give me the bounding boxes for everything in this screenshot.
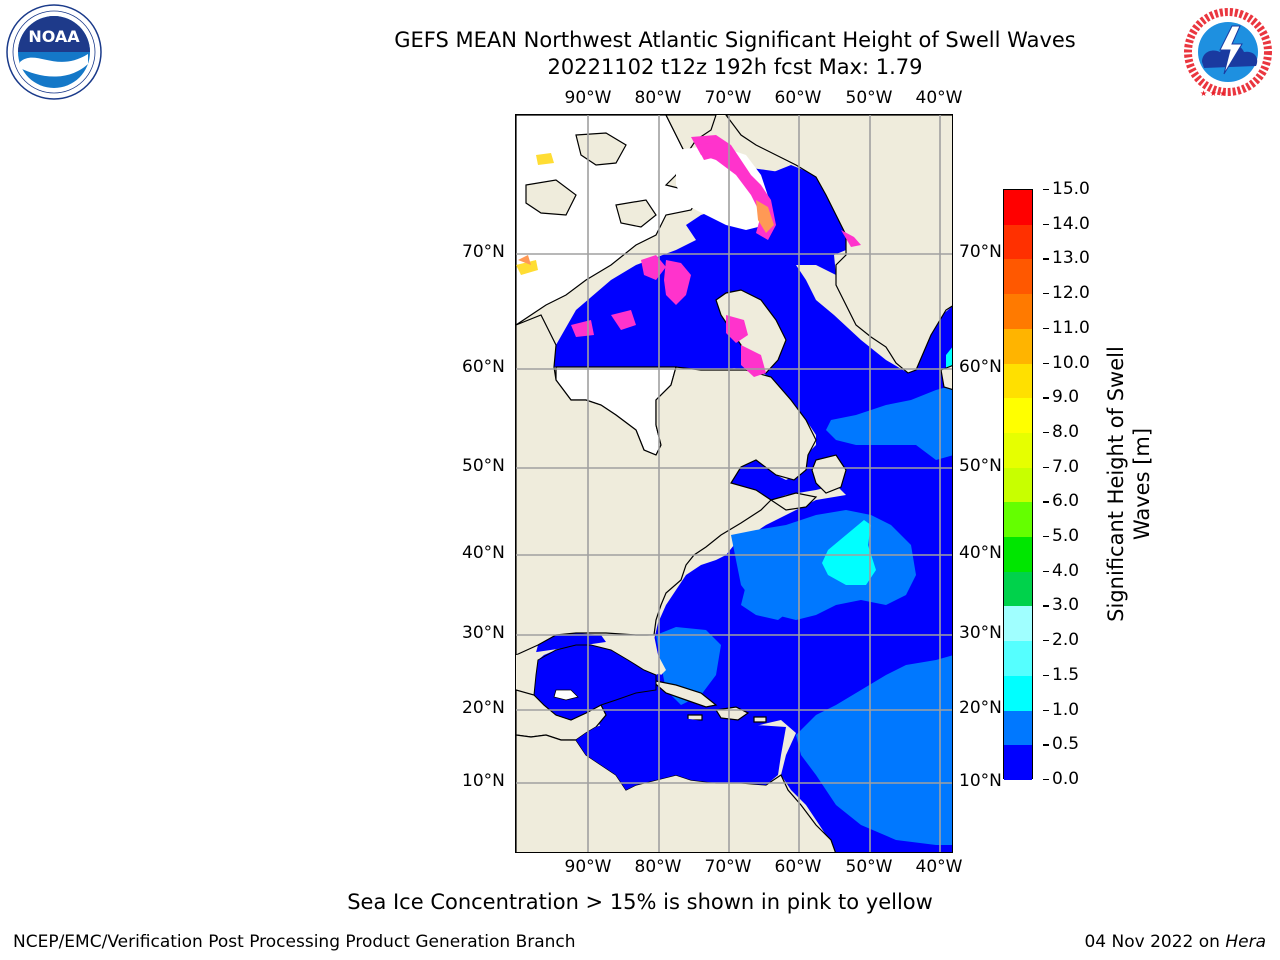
colorbar-segment [1004,363,1032,399]
colorbar-tick-mark [1043,536,1049,538]
colorbar-segment [1004,502,1032,538]
colorbar-tick-label: 14.0 [1052,213,1090,234]
colorbar-tick-label: 10.0 [1052,352,1090,373]
colorbar-segment [1004,190,1032,226]
gulf-of-mexico [533,644,657,721]
colorbar-segment [1004,641,1032,677]
colorbar-tick-label: 5.0 [1052,526,1080,547]
lon-label-top-90w: 90°W [564,88,612,108]
map-panel [515,114,953,853]
colorbar-label: Significant Height of Swell Waves [m] [1104,346,1154,622]
colorbar-tick-mark [1043,397,1049,399]
lon-label-bottom-60w: 60°W [774,857,822,877]
lat-label-left-20n: 20°N [462,698,505,718]
colorbar-tick-mark [1043,327,1049,330]
land-masses [516,115,952,852]
colorbar-tick-label: 0.5 [1052,734,1080,755]
colorbar-tick-mark [1043,431,1049,434]
lat-label-left-40n: 40°N [462,543,505,563]
colorbar-segment [1004,259,1032,295]
lat-label-left-50n: 50°N [462,456,505,476]
lon-label-bottom-40w: 40°W [915,857,963,877]
colorbar-tick-label: 2.0 [1052,630,1080,651]
lon-label-bottom-70w: 70°W [704,857,752,877]
lat-label-right-40n: 40°N [959,543,1002,563]
lat-label-left-70n: 70°N [462,242,505,262]
colorbar-tick-mark [1043,640,1049,642]
colorbar-tick-mark [1043,570,1049,573]
footer-host: Hera [1225,932,1266,952]
colorbar-tick-label: 3.0 [1052,595,1080,616]
colorbar-tick-label: 15.0 [1052,179,1090,199]
colorbar-tick-mark [1043,501,1049,503]
lon-label-bottom-50w: 50°W [845,857,893,877]
colorbar-tick-mark [1043,779,1049,781]
chart-title: GEFS MEAN Northwest Atlantic Significant… [394,28,1076,52]
lon-label-bottom-90w: 90°W [564,857,612,877]
lat-label-right-60n: 60°N [959,357,1002,377]
svg-text:★ ★ ★: ★ ★ ★ [1200,89,1227,98]
colorbar-tick-mark [1043,674,1049,677]
colorbar-segment [1004,224,1032,260]
colorbar-tick-label: 1.0 [1052,699,1080,720]
sea-ice-note: Sea Ice Concentration > 15% is shown in … [347,890,933,914]
lat-label-right-30n: 30°N [959,623,1002,643]
lon-label-top-80w: 80°W [634,88,682,108]
colorbar-segment [1004,710,1032,746]
colorbar-tick-label: 4.0 [1052,560,1080,581]
colorbar-tick-mark [1043,709,1049,711]
lat-label-right-50n: 50°N [959,456,1002,476]
colorbar-segment [1004,675,1032,712]
swell-height-map [516,115,952,852]
lon-label-top-50w: 50°W [845,88,893,108]
colorbar-tick-label: 6.0 [1052,491,1080,512]
colorbar [1003,189,1033,781]
lat-label-right-10n: 10°N [959,771,1002,791]
colorbar-tick-mark [1043,466,1049,468]
colorbar-tick-mark [1043,293,1049,295]
lat-label-right-20n: 20°N [959,698,1002,718]
footer-credit: NCEP/EMC/Verification Post Processing Pr… [13,932,576,952]
footer-date-text: 04 Nov 2022 on [1084,932,1226,952]
colorbar-tick-mark [1043,605,1049,607]
colorbar-segment [1004,571,1032,607]
colorbar-segment [1004,606,1032,642]
lon-label-bottom-80w: 80°W [634,857,682,877]
graticule [516,115,952,852]
colorbar-tick-mark [1043,189,1049,191]
colorbar-segment [1004,745,1032,781]
colorbar-tick-label: 8.0 [1052,421,1080,442]
lat-label-left-30n: 30°N [462,623,505,643]
colorbar-tick-label: 12.0 [1052,283,1090,304]
footer-date: 04 Nov 2022 on Hera [1084,932,1266,952]
colorbar-tick-label: 13.0 [1052,248,1090,269]
lon-label-top-40w: 40°W [915,88,963,108]
colorbar-tick-mark [1043,744,1049,746]
colorbar-tick-mark [1043,223,1049,225]
chart-subtitle: 20221102 t12z 192h fcst Max: 1.79 [547,55,923,79]
lat-label-left-60n: 60°N [462,357,505,377]
colorbar-segment [1004,328,1032,365]
nws-logo: ★ ★ ★ [1181,5,1275,99]
colorbar-segment [1004,432,1032,469]
noaa-logo: NOAA [6,4,102,100]
lat-label-left-10n: 10°N [462,771,505,791]
colorbar-segment [1004,294,1032,330]
lat-label-right-70n: 70°N [959,242,1002,262]
colorbar-tick-label: 7.0 [1052,456,1080,477]
colorbar-tick-mark [1043,362,1049,364]
lon-label-top-70w: 70°W [704,88,752,108]
colorbar-tick-label: 0.0 [1052,769,1080,789]
colorbar-tick-mark [1043,258,1049,260]
colorbar-segment [1004,398,1032,434]
caribbean-sea [576,715,786,790]
colorbar-segment [1004,537,1032,573]
colorbar-segment [1004,467,1032,503]
colorbar-tick-label: 1.5 [1052,664,1080,685]
colorbar-tick-label: 11.0 [1052,317,1090,338]
noaa-logo-text: NOAA [28,27,80,46]
colorbar-tick-label: 9.0 [1052,387,1080,408]
lon-label-top-60w: 60°W [774,88,822,108]
